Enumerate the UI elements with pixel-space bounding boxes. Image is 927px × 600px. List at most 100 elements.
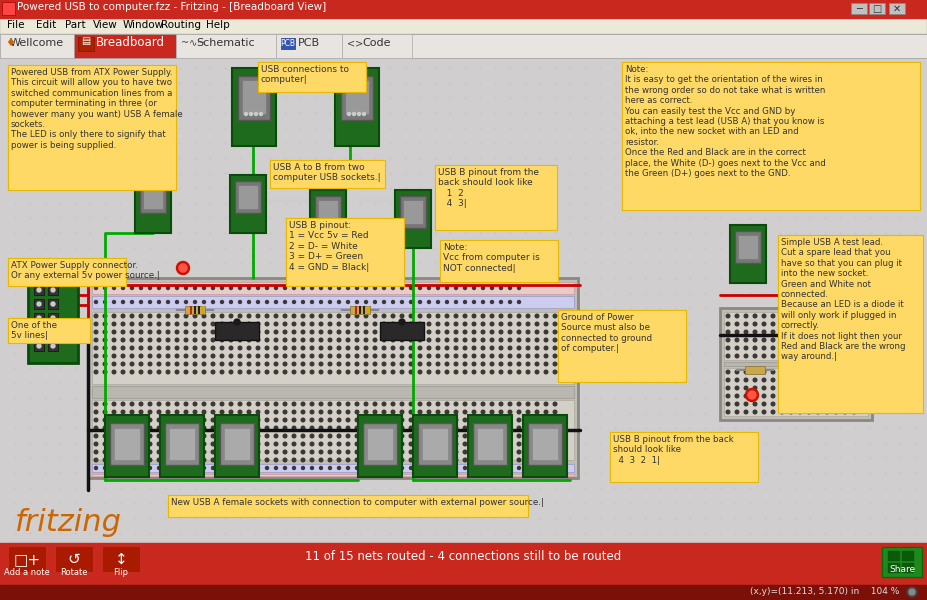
Circle shape (409, 330, 413, 334)
Circle shape (158, 322, 160, 326)
Circle shape (517, 362, 521, 366)
Circle shape (527, 362, 530, 366)
Bar (735, 231, 761, 263)
Circle shape (51, 288, 55, 292)
Circle shape (490, 346, 494, 350)
Circle shape (131, 467, 133, 469)
Circle shape (508, 346, 512, 350)
Circle shape (139, 467, 143, 469)
Bar (185, 306, 205, 314)
Circle shape (844, 410, 846, 414)
Circle shape (158, 418, 160, 422)
Bar (270, 160, 385, 188)
Circle shape (121, 467, 124, 469)
Circle shape (391, 330, 395, 334)
Circle shape (481, 450, 485, 454)
Circle shape (301, 410, 305, 414)
Circle shape (527, 354, 530, 358)
Circle shape (382, 338, 386, 342)
Bar (0, 0, 927, 18)
Circle shape (454, 338, 458, 342)
Circle shape (816, 410, 819, 414)
Circle shape (490, 362, 494, 366)
Text: ATX Power Supply connector.
Or any external 5v power source.|: ATX Power Supply connector. Or any exter… (11, 261, 159, 280)
Circle shape (735, 370, 739, 374)
Circle shape (726, 322, 730, 326)
Circle shape (391, 362, 395, 366)
Bar (230, 175, 266, 233)
Circle shape (535, 426, 539, 430)
Circle shape (807, 386, 811, 390)
Circle shape (535, 346, 539, 350)
Circle shape (202, 458, 206, 462)
Circle shape (121, 362, 125, 366)
Circle shape (517, 434, 521, 438)
Circle shape (221, 354, 223, 358)
Circle shape (437, 450, 439, 454)
Circle shape (481, 434, 485, 438)
Circle shape (400, 434, 404, 438)
Circle shape (735, 386, 739, 390)
Circle shape (754, 346, 756, 350)
Circle shape (234, 319, 240, 325)
Circle shape (248, 362, 251, 366)
Circle shape (337, 362, 341, 366)
Circle shape (256, 434, 260, 438)
Circle shape (527, 450, 530, 454)
Circle shape (95, 346, 98, 350)
Circle shape (816, 370, 819, 374)
Circle shape (292, 410, 296, 414)
Circle shape (274, 434, 278, 438)
Circle shape (418, 314, 422, 318)
Circle shape (754, 322, 756, 326)
Circle shape (184, 442, 188, 446)
Circle shape (229, 314, 233, 318)
Circle shape (355, 467, 359, 469)
Circle shape (130, 330, 133, 334)
Circle shape (481, 354, 485, 358)
Circle shape (248, 450, 251, 454)
Circle shape (158, 434, 160, 438)
Circle shape (490, 322, 494, 326)
Circle shape (238, 426, 242, 430)
Circle shape (400, 322, 404, 326)
Bar (92, 400, 574, 460)
Circle shape (337, 434, 341, 438)
Circle shape (284, 338, 286, 342)
Circle shape (399, 319, 405, 325)
Circle shape (508, 322, 512, 326)
Circle shape (527, 322, 530, 326)
Circle shape (762, 402, 766, 406)
Circle shape (346, 314, 349, 318)
Circle shape (527, 418, 530, 422)
Circle shape (248, 346, 251, 350)
Circle shape (257, 286, 260, 289)
Circle shape (103, 442, 107, 446)
Circle shape (508, 402, 512, 406)
Circle shape (754, 386, 756, 390)
Circle shape (328, 434, 332, 438)
Circle shape (337, 418, 341, 422)
Circle shape (184, 418, 188, 422)
Circle shape (544, 370, 548, 374)
Circle shape (248, 467, 250, 469)
Circle shape (391, 338, 395, 342)
Circle shape (175, 450, 179, 454)
Circle shape (464, 467, 466, 469)
Circle shape (527, 442, 530, 446)
Circle shape (781, 322, 784, 326)
Bar (0, 58, 927, 548)
Circle shape (374, 370, 376, 374)
Circle shape (301, 450, 305, 454)
Circle shape (202, 410, 206, 414)
Bar (468, 415, 512, 477)
Circle shape (391, 434, 395, 438)
Bar (367, 428, 393, 460)
Circle shape (437, 314, 439, 318)
Circle shape (464, 286, 466, 289)
Circle shape (410, 467, 413, 469)
Circle shape (382, 402, 386, 406)
Circle shape (256, 458, 260, 462)
Circle shape (816, 378, 819, 382)
Circle shape (112, 450, 116, 454)
